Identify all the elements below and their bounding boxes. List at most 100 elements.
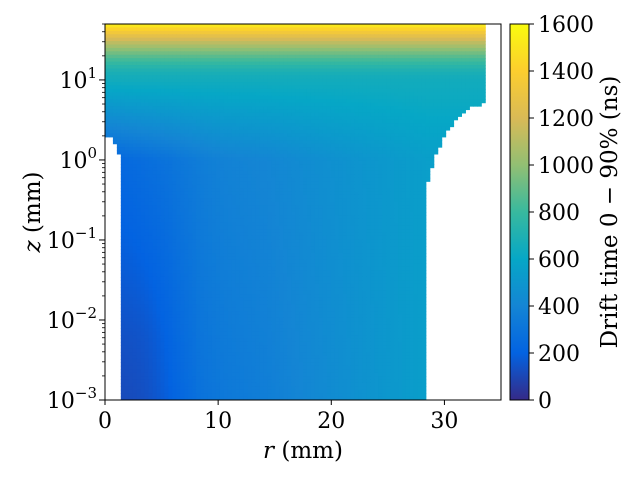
heatmap-cell <box>417 164 423 169</box>
heatmap-cell <box>437 106 443 111</box>
heatmap-cell <box>425 37 431 42</box>
heatmap-cell <box>207 78 213 83</box>
heatmap-cell <box>112 58 118 63</box>
heatmap-cell <box>112 61 118 66</box>
heatmap-cell <box>473 27 478 32</box>
heatmap-cell <box>136 85 142 90</box>
heatmap-cell <box>350 112 356 117</box>
heatmap-cell <box>374 54 379 59</box>
heatmap-cell <box>390 167 395 172</box>
heatmap-cell <box>390 37 395 42</box>
heatmap-cell <box>306 92 312 97</box>
heatmap-cell <box>192 160 197 165</box>
heatmap-cell <box>263 82 268 87</box>
heatmap-cell <box>235 58 241 63</box>
heatmap-cell <box>362 75 367 80</box>
heatmap-cell <box>251 106 257 111</box>
heatmap-cell <box>207 119 213 124</box>
heatmap-cell <box>287 75 292 80</box>
heatmap-cell <box>429 41 435 46</box>
heatmap-cell <box>184 136 189 141</box>
heatmap-cell <box>136 44 142 49</box>
heatmap-cell <box>437 112 443 117</box>
heatmap-cell <box>303 85 308 90</box>
heatmap-cell <box>192 181 197 186</box>
heatmap-cell <box>200 75 205 80</box>
heatmap-cell <box>437 65 443 70</box>
heatmap-cell <box>342 95 348 100</box>
heatmap-cell <box>251 198 257 203</box>
heatmap-cell <box>172 157 177 162</box>
heatmap-cell <box>247 51 253 56</box>
heatmap-cell <box>105 129 110 134</box>
heatmap-cell <box>342 58 348 63</box>
heatmap-cell <box>342 85 348 90</box>
heatmap-cell <box>136 75 142 80</box>
heatmap-cell <box>342 181 348 186</box>
heatmap-cell <box>215 215 221 220</box>
heatmap-cell <box>227 102 233 107</box>
heatmap-cell <box>144 205 150 210</box>
heatmap-cell <box>370 143 375 148</box>
heatmap-cell <box>306 44 312 49</box>
heatmap-cell <box>374 119 379 124</box>
heatmap-cell <box>421 106 427 111</box>
heatmap-cell <box>350 123 356 128</box>
heatmap-cell <box>184 215 189 220</box>
heatmap-cell <box>148 167 154 172</box>
heatmap-cell <box>390 205 395 210</box>
heatmap-cell <box>168 119 173 124</box>
heatmap-cell <box>160 188 165 193</box>
heatmap-cell <box>326 51 332 56</box>
heatmap-cell <box>219 126 225 131</box>
heatmap-cell <box>441 102 447 107</box>
heatmap-cell <box>409 143 415 148</box>
heatmap-cell <box>402 133 407 138</box>
heatmap-cell <box>223 61 229 66</box>
heatmap-cell <box>453 116 459 121</box>
heatmap-cell <box>105 82 110 87</box>
heatmap-cell <box>271 30 276 35</box>
heatmap-cell <box>354 208 360 213</box>
heatmap-cell <box>374 51 379 56</box>
heatmap-cell <box>207 153 213 158</box>
heatmap-cell <box>279 51 284 56</box>
heatmap-cell <box>350 71 356 76</box>
heatmap-cell <box>398 205 403 210</box>
heatmap-cell <box>188 88 193 93</box>
heatmap-cell <box>409 201 415 206</box>
heatmap-cell <box>449 27 455 32</box>
heatmap-cell <box>259 208 264 213</box>
heatmap-cell <box>358 191 363 196</box>
heatmap-cell <box>267 170 272 175</box>
heatmap-cell <box>188 184 193 189</box>
heatmap-cell <box>283 30 288 35</box>
heatmap-cell <box>287 51 292 56</box>
heatmap-cell <box>449 92 455 97</box>
heatmap-cell <box>310 54 316 59</box>
heatmap-cell <box>390 109 395 114</box>
heatmap-cell <box>413 78 419 83</box>
heatmap-cell <box>188 126 193 131</box>
heatmap-cell <box>120 34 126 39</box>
heatmap-cell <box>382 170 387 175</box>
heatmap-cell <box>211 198 217 203</box>
heatmap-cell <box>184 30 189 35</box>
heatmap-cell <box>398 177 403 182</box>
heatmap-cell <box>200 133 205 138</box>
heatmap-cell <box>382 136 387 141</box>
heatmap-cell <box>176 157 181 162</box>
heatmap-cell <box>409 212 415 217</box>
heatmap-cell <box>160 174 165 179</box>
heatmap-cell <box>120 58 126 63</box>
heatmap-cell <box>227 194 233 199</box>
heatmap-cell <box>148 129 154 134</box>
heatmap-cell <box>108 112 114 117</box>
heatmap-cell <box>124 51 130 56</box>
heatmap-cell <box>136 133 142 138</box>
heatmap-cell <box>358 54 363 59</box>
heatmap-cell <box>291 51 296 56</box>
heatmap-cell <box>144 112 150 117</box>
heatmap-cell <box>279 99 284 104</box>
heatmap-cell <box>390 88 395 93</box>
